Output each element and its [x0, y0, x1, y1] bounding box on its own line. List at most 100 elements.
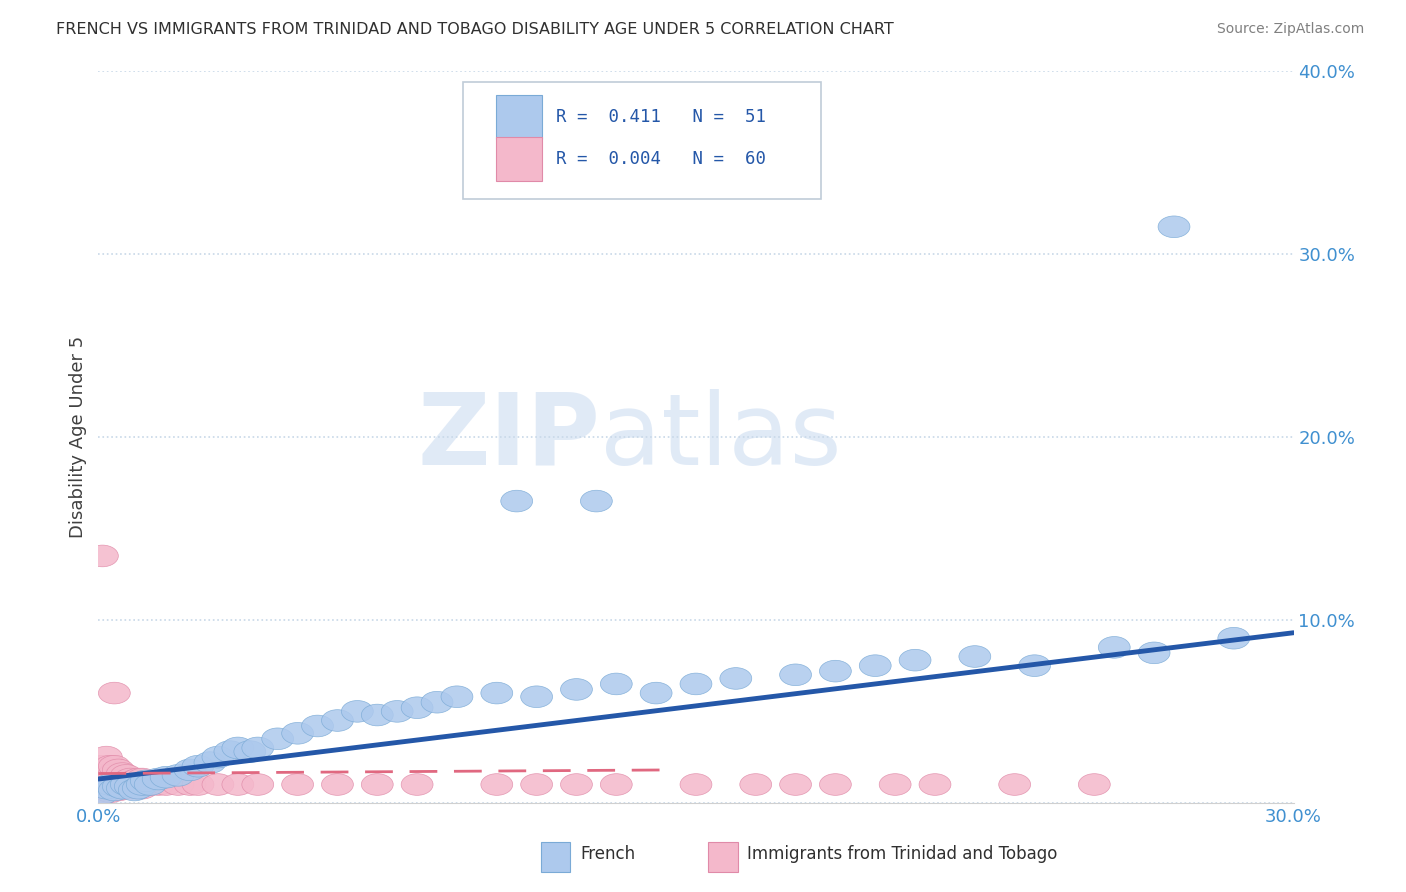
Text: French: French: [581, 845, 636, 863]
Ellipse shape: [242, 737, 274, 759]
Ellipse shape: [561, 773, 592, 796]
Ellipse shape: [262, 728, 294, 749]
Ellipse shape: [222, 773, 254, 796]
Ellipse shape: [401, 773, 433, 796]
Ellipse shape: [103, 766, 135, 788]
Text: FRENCH VS IMMIGRANTS FROM TRINIDAD AND TOBAGO DISABILITY AGE UNDER 5 CORRELATION: FRENCH VS IMMIGRANTS FROM TRINIDAD AND T…: [56, 22, 894, 37]
Ellipse shape: [111, 777, 142, 799]
Ellipse shape: [820, 773, 852, 796]
Ellipse shape: [281, 773, 314, 796]
Ellipse shape: [122, 777, 155, 799]
Ellipse shape: [131, 770, 162, 792]
Ellipse shape: [361, 704, 394, 726]
Ellipse shape: [127, 777, 159, 799]
Ellipse shape: [107, 777, 138, 799]
Ellipse shape: [214, 740, 246, 763]
Ellipse shape: [114, 777, 146, 799]
Ellipse shape: [90, 777, 122, 799]
Ellipse shape: [127, 773, 159, 796]
Ellipse shape: [281, 723, 314, 744]
Ellipse shape: [900, 649, 931, 671]
Ellipse shape: [87, 773, 118, 796]
Ellipse shape: [103, 773, 135, 796]
Ellipse shape: [302, 715, 333, 737]
Ellipse shape: [107, 763, 138, 784]
Ellipse shape: [740, 773, 772, 796]
Ellipse shape: [90, 759, 122, 780]
Ellipse shape: [820, 660, 852, 682]
Ellipse shape: [107, 770, 138, 792]
Ellipse shape: [94, 764, 127, 786]
Ellipse shape: [441, 686, 472, 707]
Ellipse shape: [98, 756, 131, 777]
Ellipse shape: [150, 773, 183, 796]
Ellipse shape: [122, 777, 155, 799]
Ellipse shape: [94, 781, 127, 803]
Ellipse shape: [183, 773, 214, 796]
Ellipse shape: [242, 773, 274, 796]
Ellipse shape: [87, 783, 118, 805]
Ellipse shape: [94, 756, 127, 777]
Text: Immigrants from Trinidad and Tobago: Immigrants from Trinidad and Tobago: [748, 845, 1057, 863]
Ellipse shape: [114, 775, 146, 797]
Ellipse shape: [162, 764, 194, 786]
Ellipse shape: [90, 747, 122, 768]
Text: R =  0.411   N =  51: R = 0.411 N = 51: [557, 109, 766, 127]
Ellipse shape: [87, 783, 118, 805]
Ellipse shape: [222, 737, 254, 759]
Ellipse shape: [98, 780, 131, 801]
Ellipse shape: [520, 686, 553, 707]
Ellipse shape: [90, 770, 122, 792]
Ellipse shape: [322, 710, 353, 731]
Ellipse shape: [127, 768, 159, 789]
Ellipse shape: [859, 655, 891, 676]
Ellipse shape: [401, 697, 433, 719]
Ellipse shape: [87, 756, 118, 777]
Ellipse shape: [118, 770, 150, 792]
Ellipse shape: [131, 773, 162, 796]
Ellipse shape: [681, 773, 711, 796]
Ellipse shape: [135, 773, 166, 796]
Ellipse shape: [118, 777, 150, 799]
Ellipse shape: [135, 773, 166, 796]
Text: ZIP: ZIP: [418, 389, 600, 485]
Ellipse shape: [720, 667, 752, 690]
Ellipse shape: [98, 770, 131, 792]
Ellipse shape: [361, 773, 394, 796]
Ellipse shape: [481, 682, 513, 704]
Ellipse shape: [103, 780, 135, 801]
Ellipse shape: [600, 673, 633, 695]
Ellipse shape: [322, 773, 353, 796]
Ellipse shape: [90, 777, 122, 799]
Ellipse shape: [481, 773, 513, 796]
Ellipse shape: [122, 768, 155, 789]
Ellipse shape: [183, 756, 214, 777]
Y-axis label: Disability Age Under 5: Disability Age Under 5: [69, 336, 87, 538]
Ellipse shape: [94, 773, 127, 796]
Ellipse shape: [520, 773, 553, 796]
Ellipse shape: [1078, 773, 1111, 796]
Ellipse shape: [779, 664, 811, 686]
Ellipse shape: [600, 773, 633, 796]
Ellipse shape: [501, 491, 533, 512]
Ellipse shape: [103, 775, 135, 797]
Ellipse shape: [1139, 642, 1170, 664]
Ellipse shape: [174, 773, 207, 796]
Ellipse shape: [98, 763, 131, 784]
FancyBboxPatch shape: [541, 841, 571, 872]
Ellipse shape: [342, 700, 374, 723]
Ellipse shape: [142, 773, 174, 796]
Ellipse shape: [103, 759, 135, 780]
Text: atlas: atlas: [600, 389, 842, 485]
Ellipse shape: [94, 773, 127, 796]
FancyBboxPatch shape: [463, 82, 821, 200]
Ellipse shape: [561, 679, 592, 700]
Ellipse shape: [98, 777, 131, 799]
Ellipse shape: [959, 646, 991, 667]
Ellipse shape: [422, 691, 453, 713]
Ellipse shape: [87, 545, 118, 566]
FancyBboxPatch shape: [496, 137, 541, 181]
Ellipse shape: [174, 759, 207, 780]
Ellipse shape: [98, 682, 131, 704]
Ellipse shape: [111, 773, 142, 796]
